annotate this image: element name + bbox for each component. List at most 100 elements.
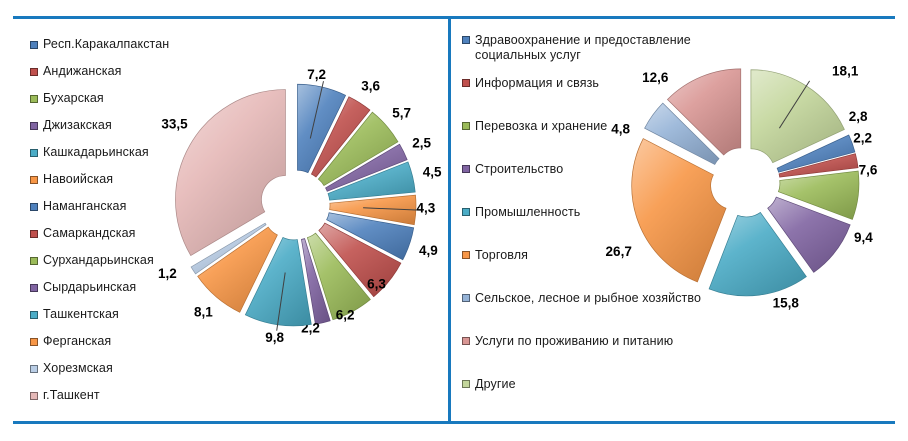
label-leader-line [309,81,324,139]
slice-value-label: 6,3 [367,276,386,291]
top-border-line [13,16,895,19]
pie-slice [631,138,727,283]
pie-slice [318,222,402,298]
legend-item-label: Бухарская [43,91,104,105]
pie-slice [644,102,720,165]
sectors-pie-chart: 2,8 2,2 7,6 9,4 15,8 26,7 4,8 12,6 18,1 [606,64,878,311]
legend-swatch [462,380,470,388]
legend-swatch [30,40,38,49]
legend-swatch [462,165,470,173]
pie-slice [767,196,851,273]
slice-value-label: 7,2 [307,67,326,82]
legend-item-label: Промышленность [475,205,581,219]
pie-slice [329,194,417,226]
legend-swatch [30,337,38,346]
legend-item: Навоийская [30,166,169,193]
slice-value-label: 5,7 [392,105,411,120]
legend-swatch [30,256,38,265]
legend-item: Ташкентская [30,301,169,328]
legend-item-label: Хорезмская [43,361,113,375]
pie-slice [325,143,408,192]
legend-swatch [462,208,470,216]
legend-item: Респ.Каракалпакстан [30,31,169,58]
legend-item: г.Ташкент [30,382,169,409]
legend-item: Сырдарьинская [30,274,169,301]
legend-item-label: Сельское, лесное и рыбное хозяйство [475,291,702,305]
panel-divider-line [448,16,451,424]
legend-item: Здравоохранение и предоставление социаль… [462,33,764,76]
legend-item-label: Здравоохранение и предоставление социаль… [475,33,691,62]
legend-item: Хорезмская [30,355,169,382]
bottom-border-line [13,421,895,424]
legend-item-label: Сурхандарьинская [43,253,154,267]
label-leader-line [276,272,286,331]
legend-swatch [462,36,470,44]
slice-value-label: 9,8 [265,330,284,345]
legend-item: Сельское, лесное и рыбное хозяйство [462,291,764,334]
legend-item: Ферганская [30,328,169,355]
pie-slice [708,211,807,297]
legend-item: Андижанская [30,58,169,85]
legend-item: Бухарская [30,85,169,112]
slice-value-label: 33,5 [161,117,188,132]
legend-swatch [30,391,38,400]
pie-slice [777,170,860,220]
sectors-legend: Здравоохранение и предоставление социаль… [462,33,764,420]
legend-item: Наманганская [30,193,169,220]
legend-item: Промышленность [462,205,764,248]
legend-swatch [462,251,470,259]
legend-item: Торговля [462,248,764,291]
legend-swatch [30,283,38,292]
legend-item: Кашкадарьинская [30,139,169,166]
legend-item-label: Респ.Каракалпакстан [43,37,170,51]
pie-slice [326,212,415,261]
legend-swatch [462,294,470,302]
pie-slice [244,237,312,327]
label-leader-line [363,207,422,211]
pie-slice [297,83,347,174]
legend-item: Джизакская [30,112,169,139]
pie-slice [310,96,371,178]
legend-swatch [30,310,38,319]
slice-value-label: 1,2 [158,266,177,281]
slice-value-label: 18,1 [832,64,859,79]
pie-slice [317,111,399,187]
legend-item-label: Андижанская [43,64,122,78]
legend-swatch [30,148,38,157]
slice-value-label: 2,5 [412,136,431,151]
legend-item: Строительство [462,162,764,205]
pie-slice [301,238,331,325]
legend-item-label: Джизакская [43,118,112,132]
legend-item-label: Торговля [475,248,529,262]
legend-item: Информация и связь [462,76,764,119]
legend-swatch [30,67,38,76]
legend-item-label: Навоийская [43,172,114,186]
pie-slice [327,161,416,201]
legend-swatch [30,175,38,184]
slice-value-label: 12,6 [642,70,669,85]
slice-value-label: 15,8 [773,295,800,310]
legend-swatch [462,122,470,130]
regions-pie-chart: 7,23,65,72,54,54,34,96,36,22,29,88,11,23… [158,67,442,345]
slice-value-label: 4,9 [419,243,438,258]
legend-item-label: Другие [475,377,516,391]
legend-item-label: Перевозка и хранение [475,119,608,133]
slice-value-label: 7,6 [859,163,878,178]
slice-value-label: 8,1 [194,305,213,320]
slice-value-label: 4,5 [423,165,442,180]
slice-value-label: 26,7 [606,244,632,259]
pie-slice [197,226,278,313]
legend-item-label: Ферганская [43,334,112,348]
legend-swatch [462,79,470,87]
legend-swatch [30,364,38,373]
legend-swatch [30,121,38,130]
legend-item-label: г.Ташкент [43,388,100,402]
pie-slice [750,69,845,164]
pie-slice [666,68,742,156]
legend-item: Сурхандарьинская [30,247,169,274]
legend-item: Перевозка и хранение [462,119,764,162]
legend-item-label: Сырдарьинская [43,280,137,294]
slice-value-label: 2,8 [849,109,868,124]
pie-slice [778,153,859,178]
